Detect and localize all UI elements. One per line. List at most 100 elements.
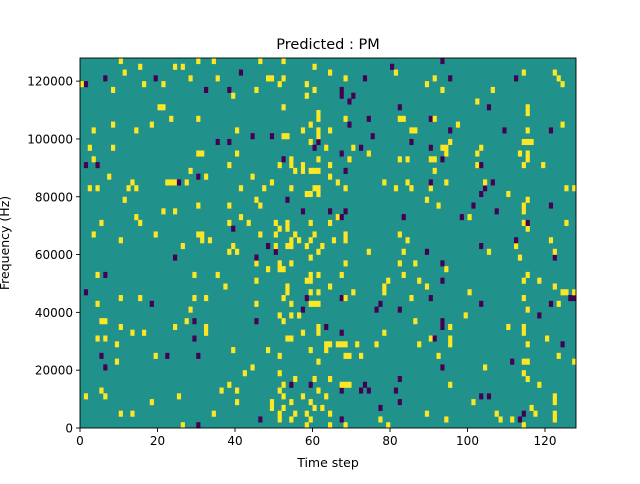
heatmap-cell (215, 271, 220, 278)
heatmap-cell (180, 422, 185, 429)
heatmap-cell (525, 104, 530, 111)
heatmap-cell (316, 358, 321, 365)
heatmap-cell (335, 341, 340, 348)
heatmap-cell (83, 162, 89, 169)
heatmap-cell (339, 381, 344, 388)
heatmap-cell (343, 208, 348, 215)
heatmap-cell (328, 162, 333, 169)
heatmap-cell (281, 393, 286, 400)
heatmap-cell (533, 410, 538, 417)
y-tick-label: 60000 (35, 248, 73, 262)
heatmap-cell (312, 185, 317, 192)
heatmap-cell (161, 208, 166, 215)
heatmap-cell (366, 150, 371, 157)
heatmap-cell (440, 277, 445, 284)
heatmap-cell (235, 399, 240, 406)
heatmap-cell (564, 289, 569, 296)
heatmap-cell (525, 358, 530, 365)
heatmap-cell (281, 58, 286, 65)
heatmap-cell (362, 75, 368, 82)
heatmap-cell (440, 318, 445, 325)
heatmap-cell (304, 243, 309, 250)
heatmap-cell (285, 243, 290, 250)
heatmap-cell (424, 196, 430, 203)
heatmap-cell (312, 144, 317, 151)
heatmap-cell (362, 381, 368, 388)
heatmap-cell (231, 347, 236, 354)
heatmap-cell (521, 69, 526, 76)
heatmap-cell (390, 63, 395, 70)
heatmap-cell (204, 86, 209, 93)
heatmap-cell (467, 289, 472, 296)
heatmap-cell (339, 86, 344, 93)
heatmap-cell (297, 312, 302, 319)
heatmap-cell (432, 115, 437, 122)
heatmap-cell (525, 306, 530, 313)
heatmap-cell (548, 127, 554, 134)
heatmap-cell (269, 399, 275, 406)
heatmap-cell (192, 335, 197, 342)
heatmap-cell (475, 150, 480, 157)
heatmap-cell (277, 410, 282, 417)
heatmap-cell (405, 156, 410, 163)
heatmap-cell (560, 289, 565, 296)
heatmap-cell (122, 196, 127, 203)
heatmap-cell (308, 121, 313, 128)
heatmap-cell (552, 399, 557, 406)
heatmap-cell (316, 300, 321, 307)
heatmap-cell (91, 127, 96, 134)
heatmap-cell (436, 352, 441, 359)
heatmap-cell (409, 138, 414, 146)
heatmap-cell (180, 243, 185, 250)
heatmap-cell (413, 318, 418, 325)
heatmap-cell (250, 173, 255, 180)
heatmap-cell (339, 295, 344, 302)
heatmap-cell (521, 277, 526, 284)
heatmap-cell (568, 295, 573, 302)
heatmap-cell (188, 167, 193, 174)
heatmap-cell (335, 179, 340, 186)
heatmap-cell (316, 115, 321, 122)
heatmap-cell (235, 387, 240, 394)
heatmap-cell (308, 399, 313, 406)
heatmap-cell (169, 179, 174, 186)
heatmap-cell (304, 295, 309, 302)
heatmap-cell (95, 162, 100, 169)
heatmap-cell (308, 271, 313, 278)
heatmap-cell (83, 393, 89, 400)
heatmap-cell (312, 300, 317, 307)
heatmap-cell (413, 127, 418, 134)
heatmap-cell (374, 341, 379, 348)
heatmap-cell (316, 329, 321, 336)
y-axis-label: Frequency (Hz) (0, 196, 12, 290)
heatmap-cell (537, 277, 542, 284)
heatmap-cell (459, 214, 464, 221)
heatmap-cell (440, 156, 445, 163)
heatmap-cell (409, 185, 414, 192)
heatmap-cell (103, 335, 108, 342)
heatmap-cell (424, 248, 430, 255)
heatmap-cell (556, 300, 561, 307)
heatmap-cell (196, 352, 201, 359)
heatmap-cell (196, 115, 201, 122)
y-axis: 0 20000 40000 60000 80000 100000 120000 (27, 75, 80, 436)
heatmap-cell (424, 283, 430, 290)
heatmap-cell (320, 404, 325, 411)
heatmap-cell (173, 63, 178, 70)
heatmap-cell (196, 422, 201, 429)
heatmap-cell (281, 318, 286, 325)
heatmap-cell (130, 410, 135, 417)
heatmap-cell (525, 271, 530, 278)
heatmap-cell (552, 69, 557, 76)
heatmap-cell (525, 219, 530, 226)
x-tick-label: 80 (382, 434, 397, 448)
heatmap-cell (312, 375, 317, 383)
heatmap-cell (169, 115, 174, 122)
heatmap-cell (277, 416, 282, 423)
heatmap-cell (479, 243, 484, 250)
heatmap-cell (521, 323, 526, 331)
heatmap-cell (235, 150, 240, 157)
heatmap-cell (312, 167, 317, 174)
heatmap-cell (514, 75, 519, 82)
heatmap-cell (521, 422, 526, 429)
